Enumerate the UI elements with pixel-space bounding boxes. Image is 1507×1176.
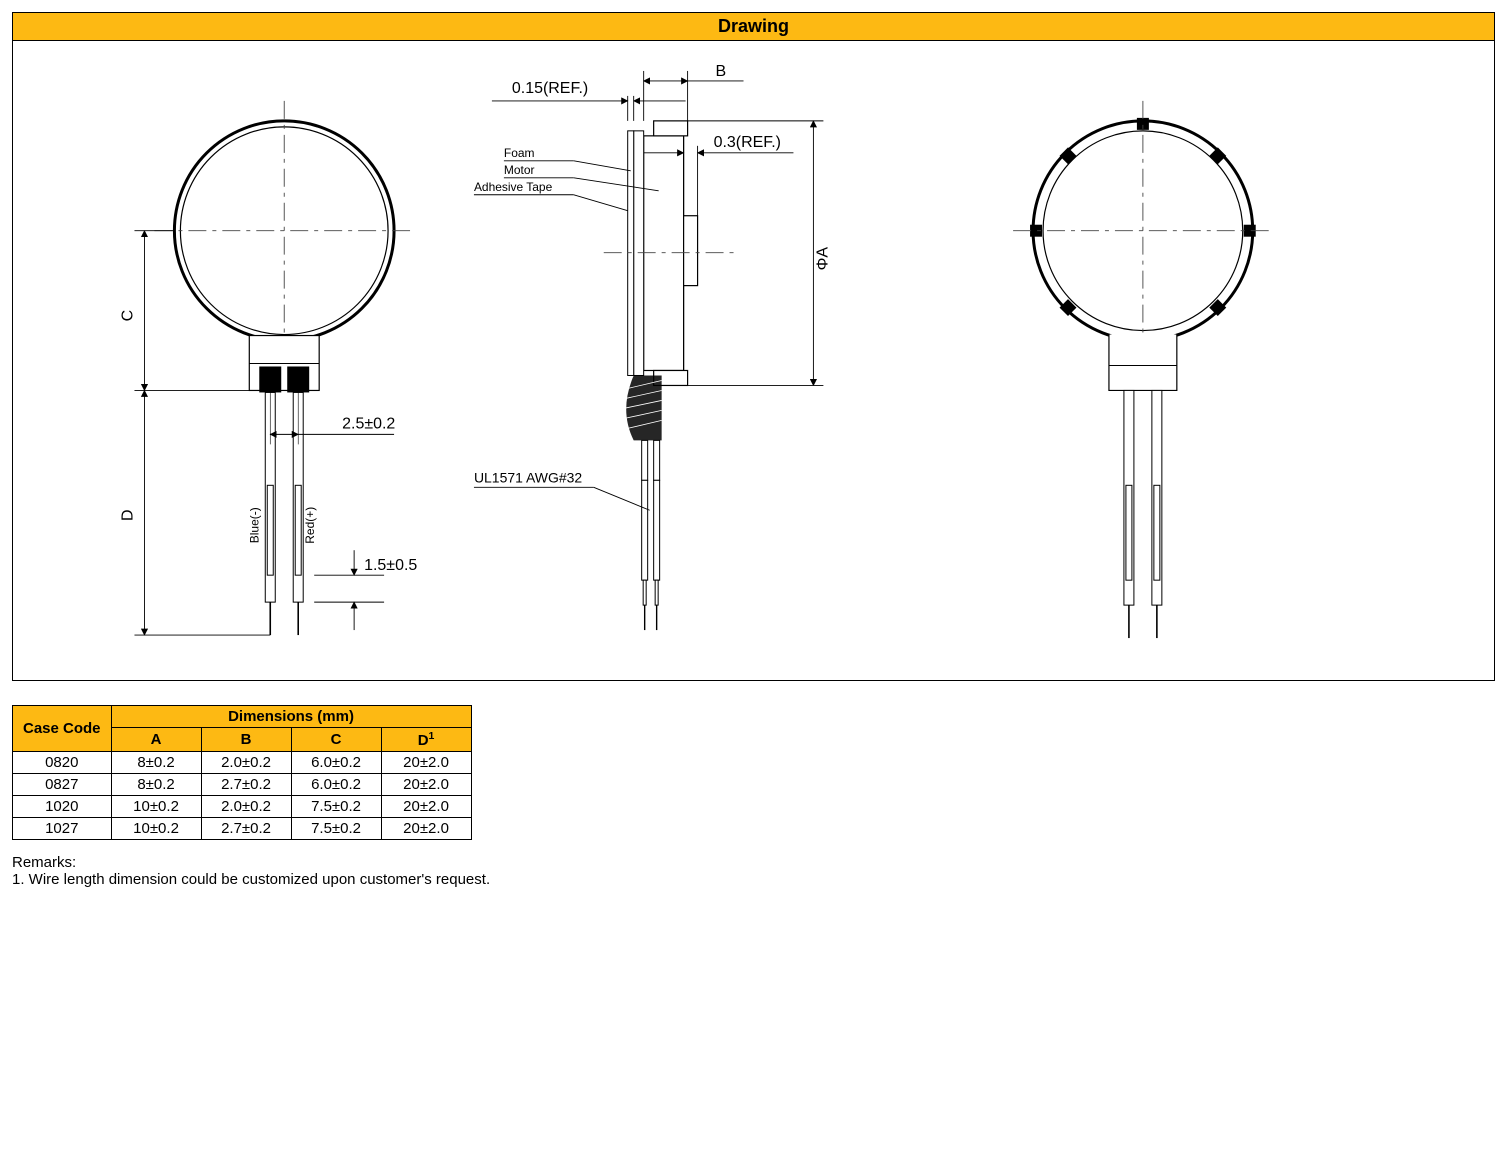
cell-D: 20±2.0 [381,774,471,796]
cell-A: 8±0.2 [111,752,201,774]
engineering-drawing: C D 2.5±0.2 Blue(-) Red(+) 1.5±0.5 [13,41,1494,680]
remarks-line1: 1. Wire length dimension could be custom… [12,871,1495,888]
dim-C-label: C [119,310,136,322]
dimensions-table: Case Code Dimensions (mm) A B C D1 0820 … [12,705,472,840]
remarks-heading: Remarks: [12,854,1495,871]
tape-label: Adhesive Tape [474,180,553,194]
cell-B: 2.7±0.2 [201,818,291,840]
dim-B-label: B [716,63,727,80]
front-leads [265,392,303,635]
section-header: Drawing [12,12,1495,41]
side-view: 0.15(REF.) B 0.3(REF.) Foam Motor Adhesi… [474,63,831,630]
wire-red-label: Red(+) [303,507,317,544]
cell-C: 7.5±0.2 [291,796,381,818]
dim-15-label: 1.5±0.5 [364,557,417,574]
dim-015ref-label: 0.15(REF.) [512,80,588,97]
motor-label: Motor [504,163,535,177]
table-row: 0820 8±0.2 2.0±0.2 6.0±0.2 20±2.0 [13,752,472,774]
wire-ul-label: UL1571 AWG#32 [474,469,582,485]
cell-A: 8±0.2 [111,774,201,796]
dim-phiA-label: ΦA [814,247,831,271]
cell-D: 20±2.0 [381,752,471,774]
cell-D: 20±2.0 [381,818,471,840]
th-D: D1 [381,728,471,752]
cell-code: 0827 [13,774,112,796]
cell-B: 2.0±0.2 [201,796,291,818]
dim-25-label: 2.5±0.2 [342,415,395,432]
cell-B: 2.0±0.2 [201,752,291,774]
cell-code: 0820 [13,752,112,774]
cell-code: 1027 [13,818,112,840]
cell-C: 6.0±0.2 [291,752,381,774]
cell-code: 1020 [13,796,112,818]
cell-A: 10±0.2 [111,796,201,818]
dim-03ref-label: 0.3(REF.) [714,134,781,151]
cell-C: 6.0±0.2 [291,774,381,796]
cell-A: 10±0.2 [111,818,201,840]
th-A: A [111,728,201,752]
cell-C: 7.5±0.2 [291,818,381,840]
table-row: 1027 10±0.2 2.7±0.2 7.5±0.2 20±2.0 [13,818,472,840]
cell-B: 2.7±0.2 [201,774,291,796]
front-view: C D 2.5±0.2 Blue(-) Red(+) 1.5±0.5 [119,101,417,635]
cell-D: 20±2.0 [381,796,471,818]
table-row: 1020 10±0.2 2.0±0.2 7.5±0.2 20±2.0 [13,796,472,818]
th-C: C [291,728,381,752]
table-row: 0827 8±0.2 2.7±0.2 6.0±0.2 20±2.0 [13,774,472,796]
remarks-block: Remarks: 1. Wire length dimension could … [12,854,1495,888]
th-casecode: Case Code [13,706,112,752]
th-dimensions: Dimensions (mm) [111,706,471,728]
dim-D-label: D [119,509,136,521]
foam-label: Foam [504,146,535,160]
th-B: B [201,728,291,752]
rear-view [1013,101,1273,638]
wire-blue-label: Blue(-) [247,507,261,543]
drawing-panel: C D 2.5±0.2 Blue(-) Red(+) 1.5±0.5 [12,41,1495,681]
